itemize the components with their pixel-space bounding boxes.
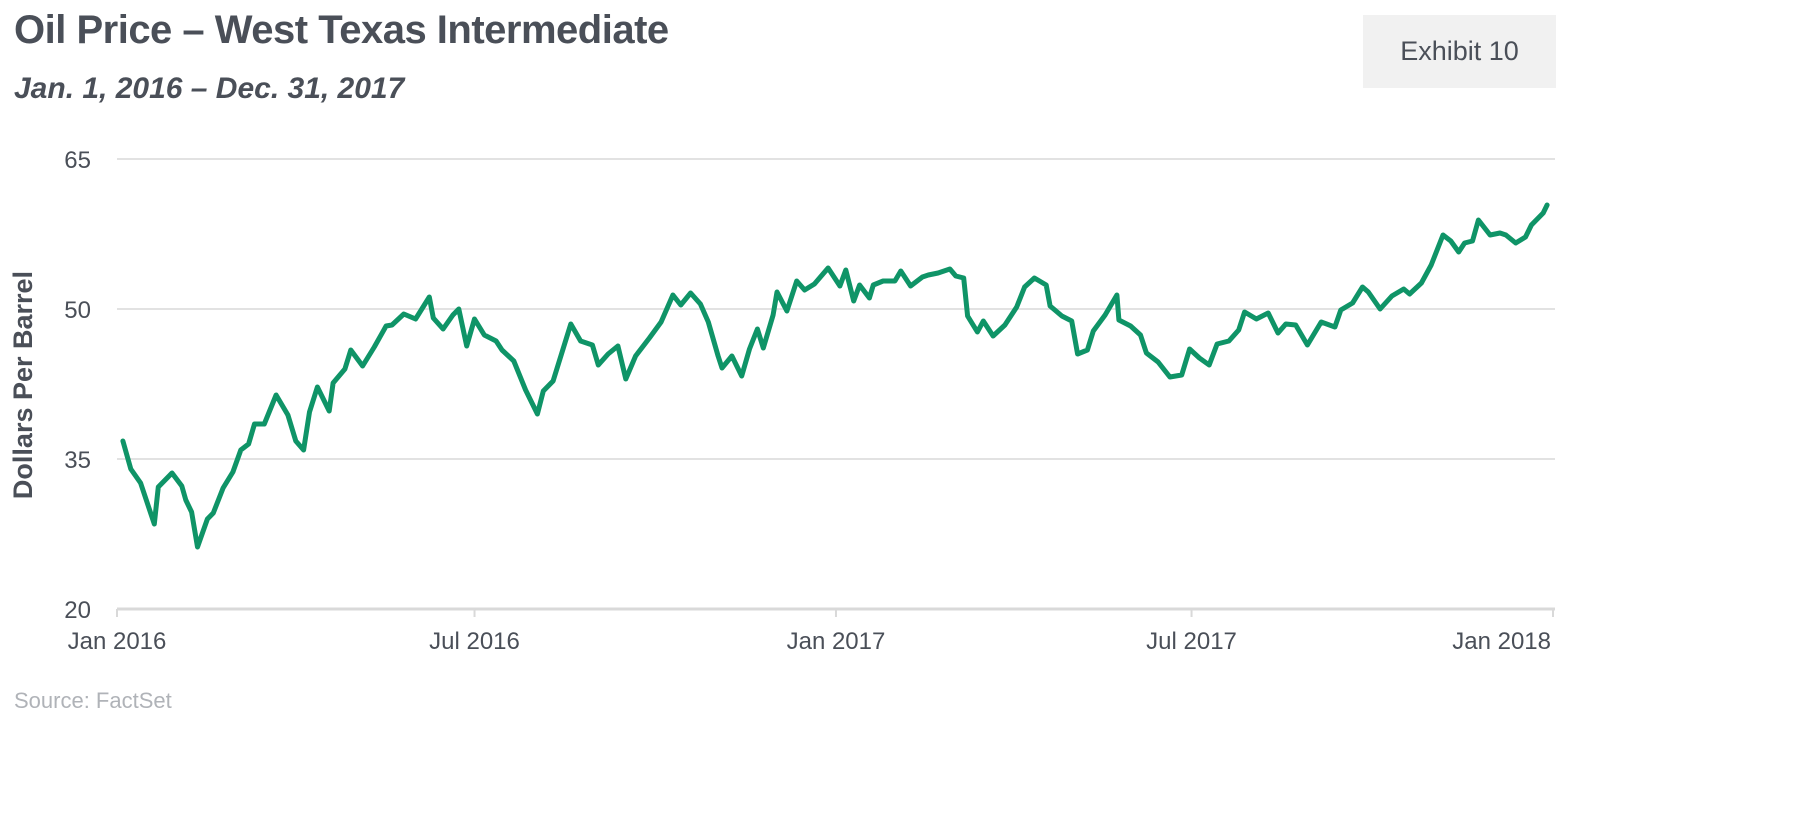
- x-tick-label: Jan 2016: [68, 628, 167, 655]
- price-line: [120, 202, 1550, 550]
- source-note: Source: FactSet: [14, 688, 172, 713]
- y-tick-label: 35: [64, 447, 91, 474]
- label-layer: Dollars Per Barrel 20 35 50 65 Jan 2016 Jul 2…: [8, 147, 1551, 655]
- series-layer: [120, 202, 1550, 550]
- axis-layer: [116, 607, 1555, 617]
- y-tick-label: 20: [64, 597, 91, 624]
- x-tick-label: Jul 2017: [1146, 628, 1237, 655]
- line-chart: Dollars Per Barrel 20 35 50 65 Jan 2016 Jul 2…: [8, 147, 1555, 655]
- exhibit-badge: Exhibit 10: [1363, 15, 1556, 88]
- y-tick-label: 65: [64, 147, 91, 174]
- x-tick-label: Jan 2018: [1452, 628, 1551, 655]
- y-axis-label: Dollars Per Barrel: [8, 271, 38, 499]
- grid-layer: [117, 158, 1555, 460]
- x-tick-label: Jan 2017: [787, 628, 886, 655]
- chart-title: Oil Price – West Texas Intermediate: [14, 8, 669, 52]
- y-tick-label: 50: [64, 297, 91, 324]
- x-tick-label: Jul 2016: [429, 628, 520, 655]
- chart-subtitle: Jan. 1, 2016 – Dec. 31, 2017: [14, 72, 405, 105]
